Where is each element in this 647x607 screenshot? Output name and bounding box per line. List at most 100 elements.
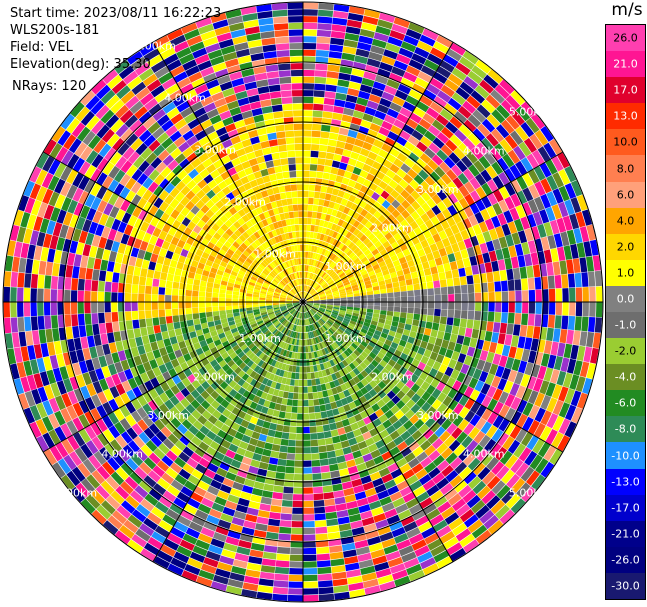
gate-cell xyxy=(284,473,294,481)
gate-cell xyxy=(140,548,157,562)
gate-cell xyxy=(501,469,515,484)
gate-cell xyxy=(278,411,286,419)
gate-cell xyxy=(184,564,201,576)
gate-cell xyxy=(381,502,395,513)
gate-cell xyxy=(177,223,187,233)
gate-cell xyxy=(162,371,172,382)
gate-cell xyxy=(540,126,554,142)
gate-cell xyxy=(203,174,214,184)
gate-cell xyxy=(350,151,360,160)
gate-cell xyxy=(340,121,351,130)
gate-cell xyxy=(199,425,210,436)
gate-cell xyxy=(225,536,240,546)
gate-cell xyxy=(342,367,349,375)
gate-cell xyxy=(238,234,247,243)
gate-cell xyxy=(158,309,166,318)
gate-cell xyxy=(157,149,170,162)
gate-cell xyxy=(303,453,312,461)
gate-cell xyxy=(422,563,439,576)
gate-cell xyxy=(404,141,416,152)
gate-cell xyxy=(321,356,326,363)
gate-cell xyxy=(104,353,114,366)
gate-cell xyxy=(286,303,293,306)
gate-cell xyxy=(299,366,303,373)
gate-cell xyxy=(309,426,317,433)
gate-cell xyxy=(329,545,343,553)
gate-cell xyxy=(415,408,426,419)
gate-cell xyxy=(473,430,486,444)
gate-cell xyxy=(217,445,228,455)
gate-cell xyxy=(382,159,393,169)
gate-cell xyxy=(268,223,275,231)
gate-cell xyxy=(95,368,105,381)
gate-cell xyxy=(296,426,303,434)
gate-cell xyxy=(504,421,516,436)
gate-cell xyxy=(275,339,281,346)
gate-cell xyxy=(194,54,210,65)
gate-cell xyxy=(131,423,143,436)
gate-cell xyxy=(82,458,96,474)
gate-cell xyxy=(99,378,109,391)
gate-cell xyxy=(377,372,386,381)
gate-cell xyxy=(291,83,303,90)
gate-cell xyxy=(313,198,320,205)
gate-cell xyxy=(438,346,447,356)
gate-cell xyxy=(275,275,282,282)
gate-cell xyxy=(466,366,476,377)
gate-cell xyxy=(97,302,105,313)
gate-cell xyxy=(183,368,193,378)
gate-cell xyxy=(342,320,350,325)
gate-cell xyxy=(117,221,128,234)
gate-cell xyxy=(360,510,373,520)
gate-cell xyxy=(562,302,569,316)
gate-cell xyxy=(85,232,95,246)
gate-cell xyxy=(294,352,298,359)
gate-cell xyxy=(142,415,154,427)
gate-cell xyxy=(386,372,395,381)
gate-cell xyxy=(325,258,331,265)
gate-cell xyxy=(270,395,278,403)
gate-cell xyxy=(369,167,379,177)
gate-cell xyxy=(447,181,458,193)
gate-cell xyxy=(218,297,226,302)
gate-cell xyxy=(343,256,351,264)
gate-cell xyxy=(471,444,484,458)
gate-cell xyxy=(273,111,284,119)
gate-cell xyxy=(448,493,462,506)
gate-cell xyxy=(403,35,419,47)
gate-cell xyxy=(333,322,340,328)
gate-cell xyxy=(219,390,229,399)
gate-cell xyxy=(67,338,76,352)
gate-cell xyxy=(158,520,174,533)
gate-cell xyxy=(100,259,109,271)
gate-cell xyxy=(232,241,240,249)
gate-cell xyxy=(513,443,526,458)
gate-cell xyxy=(229,324,237,330)
gate-cell xyxy=(84,425,97,440)
gate-cell xyxy=(341,177,350,186)
gate-cell xyxy=(288,588,303,595)
gate-cell xyxy=(455,87,470,100)
gate-cell xyxy=(483,151,496,165)
gate-cell xyxy=(184,480,197,492)
ray xyxy=(140,305,301,562)
gate-cell xyxy=(36,152,49,169)
gate-cell xyxy=(325,511,338,520)
gate-cell xyxy=(256,516,269,525)
gate-cell xyxy=(337,516,350,525)
gate-cell xyxy=(353,247,361,255)
gate-cell xyxy=(193,318,201,326)
gate-cell xyxy=(346,500,358,510)
gate-cell xyxy=(250,459,261,468)
gate-cell xyxy=(396,344,405,353)
gate-cell xyxy=(321,316,328,321)
gate-cell xyxy=(268,387,275,395)
gate-cell xyxy=(323,285,330,290)
gate-cell xyxy=(153,556,170,569)
gate-cell xyxy=(463,539,479,553)
gate-cell xyxy=(522,172,534,187)
gate-cell xyxy=(230,233,239,241)
gate-cell xyxy=(241,68,255,78)
gate-cell xyxy=(311,324,316,331)
gate-cell xyxy=(140,327,148,337)
